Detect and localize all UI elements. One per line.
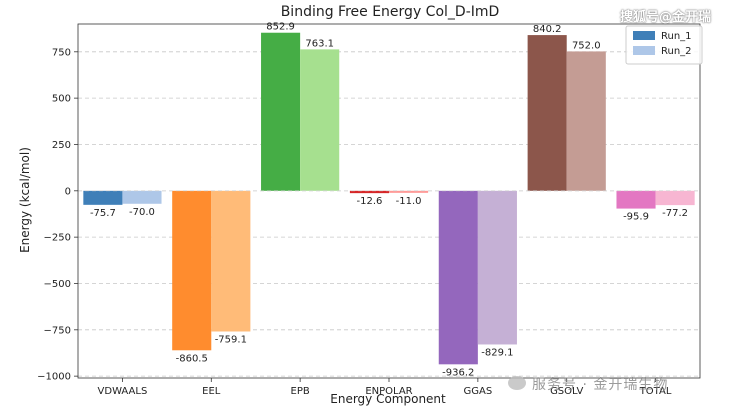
data-label: 852.9	[266, 22, 295, 33]
x-tick-label: EPB	[291, 386, 310, 397]
bar-gsolv-run-1	[527, 35, 567, 191]
x-tick-label: GGAS	[464, 386, 493, 397]
bar-eel-run-2	[211, 190, 251, 332]
data-label: 763.1	[305, 38, 334, 49]
data-labels: -75.7 -70.0 -860.5 -759.1 852.9 763.1 -12.6 -11…	[90, 22, 688, 379]
watermark-bottom: 服务号 · 金开瑞生物	[532, 377, 669, 393]
y-tick-label: −250	[44, 233, 71, 244]
y-tick-label: 750	[52, 47, 71, 58]
bar-total-run-1	[616, 190, 656, 209]
bar-enpolar-run-1	[349, 190, 389, 194]
x-tick-label: VDWAALS	[98, 386, 148, 397]
legend-swatch-run-1	[633, 31, 655, 40]
wechat-icon	[508, 376, 526, 390]
data-label: -77.2	[662, 208, 688, 219]
y-axis-label: Energy (kcal/mol)	[18, 147, 32, 253]
gridlines	[78, 51, 700, 377]
chart-title: Binding Free Energy Col_D-ImD	[281, 4, 500, 20]
data-label: -95.9	[623, 212, 649, 223]
data-label: 840.2	[533, 24, 562, 35]
y-axis-ticks: −1000 −750 −500 −250 0 250 500 750	[37, 47, 78, 383]
bar-ggas-run-2	[477, 190, 517, 345]
bar-vdwaals-run-1	[83, 190, 123, 205]
bar-enpolar-run-2	[389, 190, 429, 193]
bar-gsolv-run-2	[566, 51, 606, 191]
data-label: -829.1	[481, 347, 513, 358]
y-tick-label: −1000	[37, 372, 71, 383]
legend-swatch-run-2	[633, 46, 655, 55]
bar-epb-run-1	[261, 32, 301, 191]
data-label: -860.5	[176, 353, 208, 364]
y-tick-label: 250	[52, 140, 71, 151]
legend: Run_1 Run_2	[625, 25, 703, 65]
legend-label-run-1: Run_1	[661, 31, 692, 42]
legend-label-run-2: Run_2	[661, 46, 692, 57]
watermark-top: 搜狐号@金开瑞	[620, 10, 712, 25]
x-tick-label: EEL	[202, 386, 221, 397]
bar-total-run-2	[655, 190, 695, 206]
y-tick-label: 0	[65, 186, 71, 197]
x-tick-label: ENPOLAR	[365, 386, 412, 397]
data-label: -759.1	[215, 334, 247, 345]
data-label: -75.7	[90, 208, 116, 219]
bars	[83, 32, 695, 365]
y-tick-label: −750	[44, 325, 71, 336]
plot-frame	[77, 23, 701, 379]
x-axis-ticks: VDWAALS EEL EPB ENPOLAR GGAS GSOLV TOTAL	[98, 378, 672, 397]
data-label: 752.0	[572, 40, 601, 51]
data-label: -12.6	[357, 196, 383, 207]
data-label: -70.0	[129, 207, 155, 218]
bar-epb-run-2	[300, 49, 340, 191]
x-tick-label: TOTAL	[639, 386, 672, 397]
y-tick-label: −500	[44, 279, 71, 290]
x-tick-label: GSOLV	[550, 386, 583, 397]
data-label: -936.2	[442, 367, 474, 378]
y-tick-label: 500	[52, 94, 71, 105]
bar-vdwaals-run-2	[122, 190, 162, 204]
data-label: -11.0	[396, 196, 422, 207]
bar-ggas-run-1	[438, 190, 478, 365]
x-axis-label: Energy Component	[330, 392, 446, 406]
bar-eel-run-1	[172, 190, 212, 351]
